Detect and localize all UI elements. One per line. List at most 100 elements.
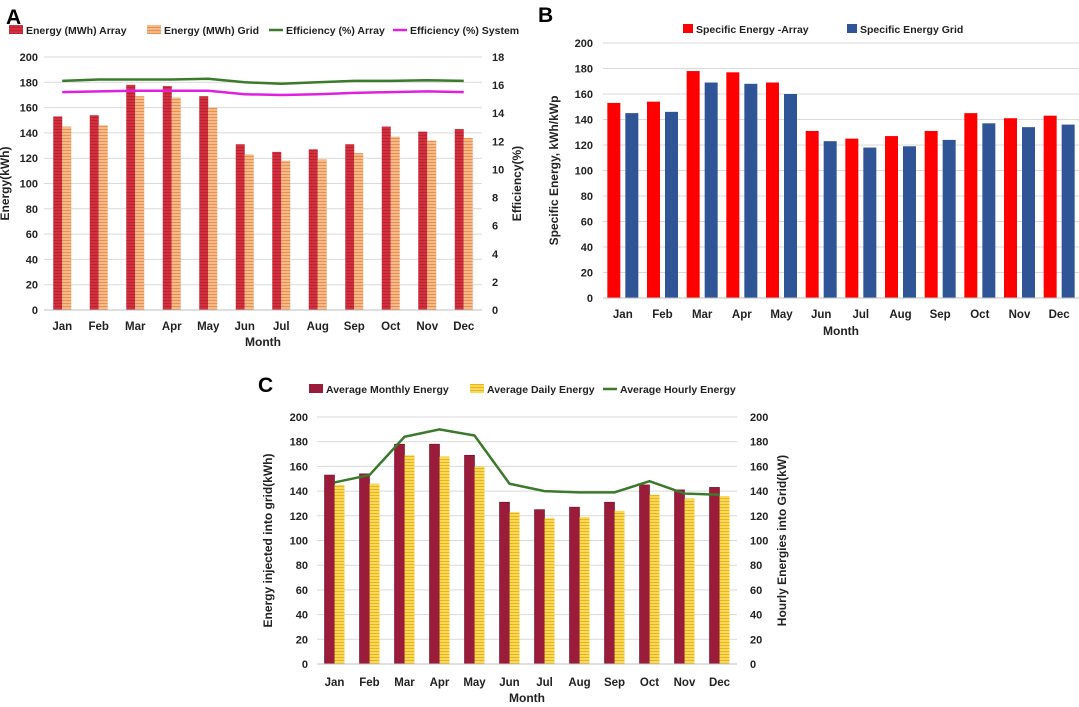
bar-specific-energy-array-nov [1004, 118, 1017, 298]
bar-specific-energy-array-may [766, 82, 779, 299]
bar-average-monthly-energy-mar [394, 443, 405, 665]
y-tick-label: 200 [20, 52, 38, 64]
x-tick-label: Sep [930, 309, 951, 321]
x-tick-label: Aug [568, 677, 590, 689]
bar-energy-mwh-array-mar [126, 84, 136, 310]
y-tick-label: 180 [290, 437, 308, 449]
y-tick-label: 60 [581, 217, 593, 229]
bar-specific-energy-grid-jul [863, 147, 877, 298]
legend-swatch-specific-energy-array [683, 24, 693, 33]
y2-tick-label: 10 [492, 164, 504, 176]
bar-specific-energy-array-mar [686, 71, 700, 298]
legend-label-energy-mwh-grid: Energy (MWh) Grid [164, 25, 259, 37]
chart-b: 0 20 40 60 80 100 120 140 160 180 200 Jan Feb Mar Apr M… [547, 24, 1079, 338]
y-tick-label: 20 [26, 280, 38, 292]
bar-specific-energy-array-jul [845, 138, 859, 298]
legend-label-efficiency-array: Efficiency (%) Array [286, 25, 385, 37]
bar-average-monthly-energy-aug [569, 506, 580, 665]
x-tick-label: Mar [692, 309, 713, 321]
y-tick-label: 40 [296, 610, 308, 622]
bar-average-monthly-energy-jan [324, 474, 335, 665]
y2-tick-label: 40 [750, 610, 762, 622]
x-axis-title: Month [509, 691, 545, 705]
bar-energy-mwh-array-nov [418, 131, 428, 310]
y2-tick-label: 4 [492, 249, 499, 261]
legend-label-average-daily-energy: Average Daily Energy [487, 384, 595, 396]
x-tick-label: Sep [604, 677, 625, 689]
line-efficiency-array [62, 77, 464, 85]
x-tick-label: Sep [344, 321, 365, 333]
legend-swatch-energy-mwh-array [9, 25, 23, 34]
legend-swatch-average-daily-energy [470, 384, 484, 393]
bar-average-monthly-energy-sep [604, 501, 615, 665]
bar-average-daily-energy-sep [614, 510, 625, 664]
bar-average-monthly-energy-may [464, 454, 475, 665]
legend-swatch-specific-energy-grid [847, 24, 857, 33]
y2-tick-label: 0 [750, 659, 756, 671]
y-tick-label: 100 [575, 166, 593, 178]
x-tick-label: Dec [453, 321, 475, 333]
bar-energy-mwh-grid-dec [463, 137, 473, 310]
x-tick-label: Oct [381, 321, 400, 333]
bar-average-daily-energy-may [474, 466, 485, 664]
x-tick-label: Feb [652, 309, 672, 321]
bar-specific-energy-grid-sep [942, 139, 956, 298]
x-tick-label: Apr [732, 309, 752, 321]
x-tick-label: Apr [430, 677, 450, 689]
y-tick-label: 20 [296, 634, 308, 646]
legend-swatch-energy-mwh-grid [147, 25, 161, 34]
y2-tick-label: 200 [750, 412, 768, 424]
y-tick-label: 100 [290, 536, 308, 548]
y2-tick-label: 12 [492, 136, 504, 148]
y-tick-label: 120 [290, 511, 308, 523]
bar-energy-mwh-grid-jul [281, 160, 291, 310]
legend-label-efficiency-system: Efficiency (%) System [410, 25, 519, 37]
chart-c: 0 20 40 60 80 100 120 140 160 180 200 0 20 40 60 80 100 1… [261, 384, 789, 705]
y-tick-label: 40 [26, 254, 38, 266]
y-tick-label: 160 [290, 461, 308, 473]
bar-specific-energy-array-sep [924, 130, 938, 298]
bar-average-daily-energy-jan [334, 484, 345, 664]
y2-tick-label: 18 [492, 52, 504, 64]
legend-label-average-monthly-energy: Average Monthly Energy [326, 384, 449, 396]
bar-energy-mwh-grid-oct [390, 136, 400, 310]
bar-specific-energy-array-feb [647, 101, 660, 299]
bar-specific-energy-array-jun [805, 130, 819, 298]
y2-tick-label: 8 [492, 193, 498, 205]
y2-tick-label: 140 [750, 486, 768, 498]
x-tick-label: Jul [536, 677, 553, 689]
bar-specific-energy-grid-feb [665, 111, 678, 298]
y2-tick-label: 20 [750, 634, 762, 646]
y-tick-label: 120 [20, 153, 38, 165]
bar-energy-mwh-grid-sep [354, 153, 364, 310]
x-tick-label: Jun [235, 321, 255, 333]
bar-average-monthly-energy-jul [534, 509, 545, 665]
y-tick-label: 60 [296, 585, 308, 597]
y-tick-label: 0 [302, 659, 308, 671]
y-tick-label: 20 [581, 268, 593, 280]
bar-specific-energy-grid-mar [704, 82, 718, 299]
legend-label-specific-energy-grid: Specific Energy Grid [860, 24, 963, 36]
bar-energy-mwh-grid-jan [62, 126, 72, 310]
bar-energy-mwh-grid-aug [317, 159, 327, 310]
y-tick-label: 180 [20, 77, 38, 89]
bar-specific-energy-array-jan [607, 102, 621, 298]
bar-average-monthly-energy-feb [359, 473, 370, 665]
bar-specific-energy-grid-jun [823, 141, 837, 298]
bar-energy-mwh-grid-mar [135, 96, 145, 310]
x-tick-label: Nov [674, 677, 696, 689]
legend-label-specific-energy-array: Specific Energy -Array [696, 24, 809, 36]
y2-tick-label: 180 [750, 437, 768, 449]
y-tick-label: 140 [20, 128, 38, 140]
y-tick-label: 140 [575, 115, 593, 127]
line-efficiency-system [62, 89, 464, 97]
bar-specific-energy-array-oct [964, 113, 978, 298]
line-average-hourly-energy [334, 428, 720, 497]
x-tick-label: Jan [52, 321, 72, 333]
bar-specific-energy-grid-nov [1022, 127, 1035, 299]
bar-average-daily-energy-feb [369, 483, 380, 664]
y-tick-label: 0 [587, 293, 593, 305]
y-tick-label: 120 [575, 140, 593, 152]
bar-energy-mwh-array-aug [308, 149, 318, 310]
bar-average-monthly-energy-jun [499, 501, 510, 665]
